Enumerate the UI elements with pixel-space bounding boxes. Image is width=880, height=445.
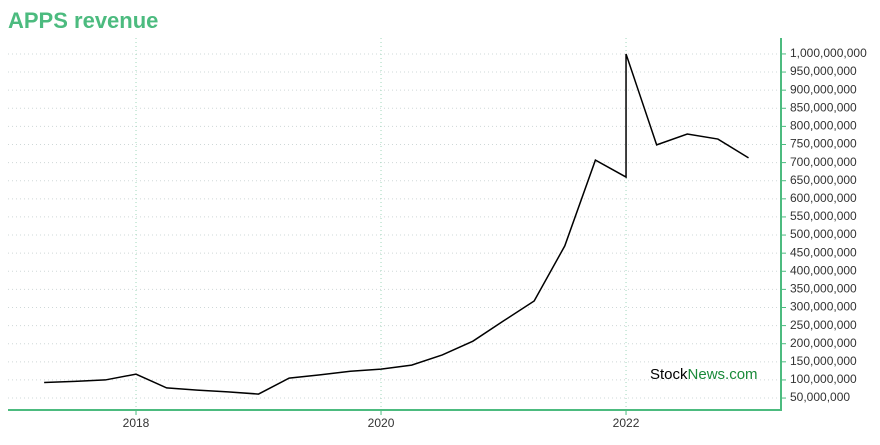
y-tick-label: 450,000,000 <box>790 245 857 259</box>
chart-title: APPS revenue <box>8 8 158 33</box>
y-tick-label: 550,000,000 <box>790 209 857 223</box>
y-tick-label: 500,000,000 <box>790 227 857 241</box>
y-tick-label: 700,000,000 <box>790 155 857 169</box>
y-tick-label: 900,000,000 <box>790 82 857 96</box>
line-series <box>44 53 749 395</box>
y-tick-label: 250,000,000 <box>790 318 857 332</box>
x-tick-label: 2018 <box>123 416 150 430</box>
y-tick-label: 150,000,000 <box>790 354 857 368</box>
y-tick-label: 350,000,000 <box>790 282 857 296</box>
y-tick-label: 800,000,000 <box>790 119 857 133</box>
y-tick-label: 600,000,000 <box>790 191 857 205</box>
y-tick-label: 750,000,000 <box>790 137 857 151</box>
y-tick-label: 50,000,000 <box>790 390 850 404</box>
y-tick-label: 950,000,000 <box>790 64 857 78</box>
y-tick-label: 300,000,000 <box>790 300 857 314</box>
y-tick-label: 100,000,000 <box>790 372 857 386</box>
x-tick-label: 2020 <box>368 416 395 430</box>
watermark-part: Stock <box>650 366 688 383</box>
y-tick-label: 1,000,000,000 <box>790 46 867 60</box>
y-tick-label: 400,000,000 <box>790 263 857 277</box>
y-tick-label: 200,000,000 <box>790 336 857 350</box>
x-tick-label: 2022 <box>613 416 640 430</box>
watermark: StockNews.com <box>650 366 758 383</box>
watermark-part: News.com <box>688 366 758 383</box>
y-tick-label: 650,000,000 <box>790 173 857 187</box>
y-tick-label: 850,000,000 <box>790 100 857 114</box>
